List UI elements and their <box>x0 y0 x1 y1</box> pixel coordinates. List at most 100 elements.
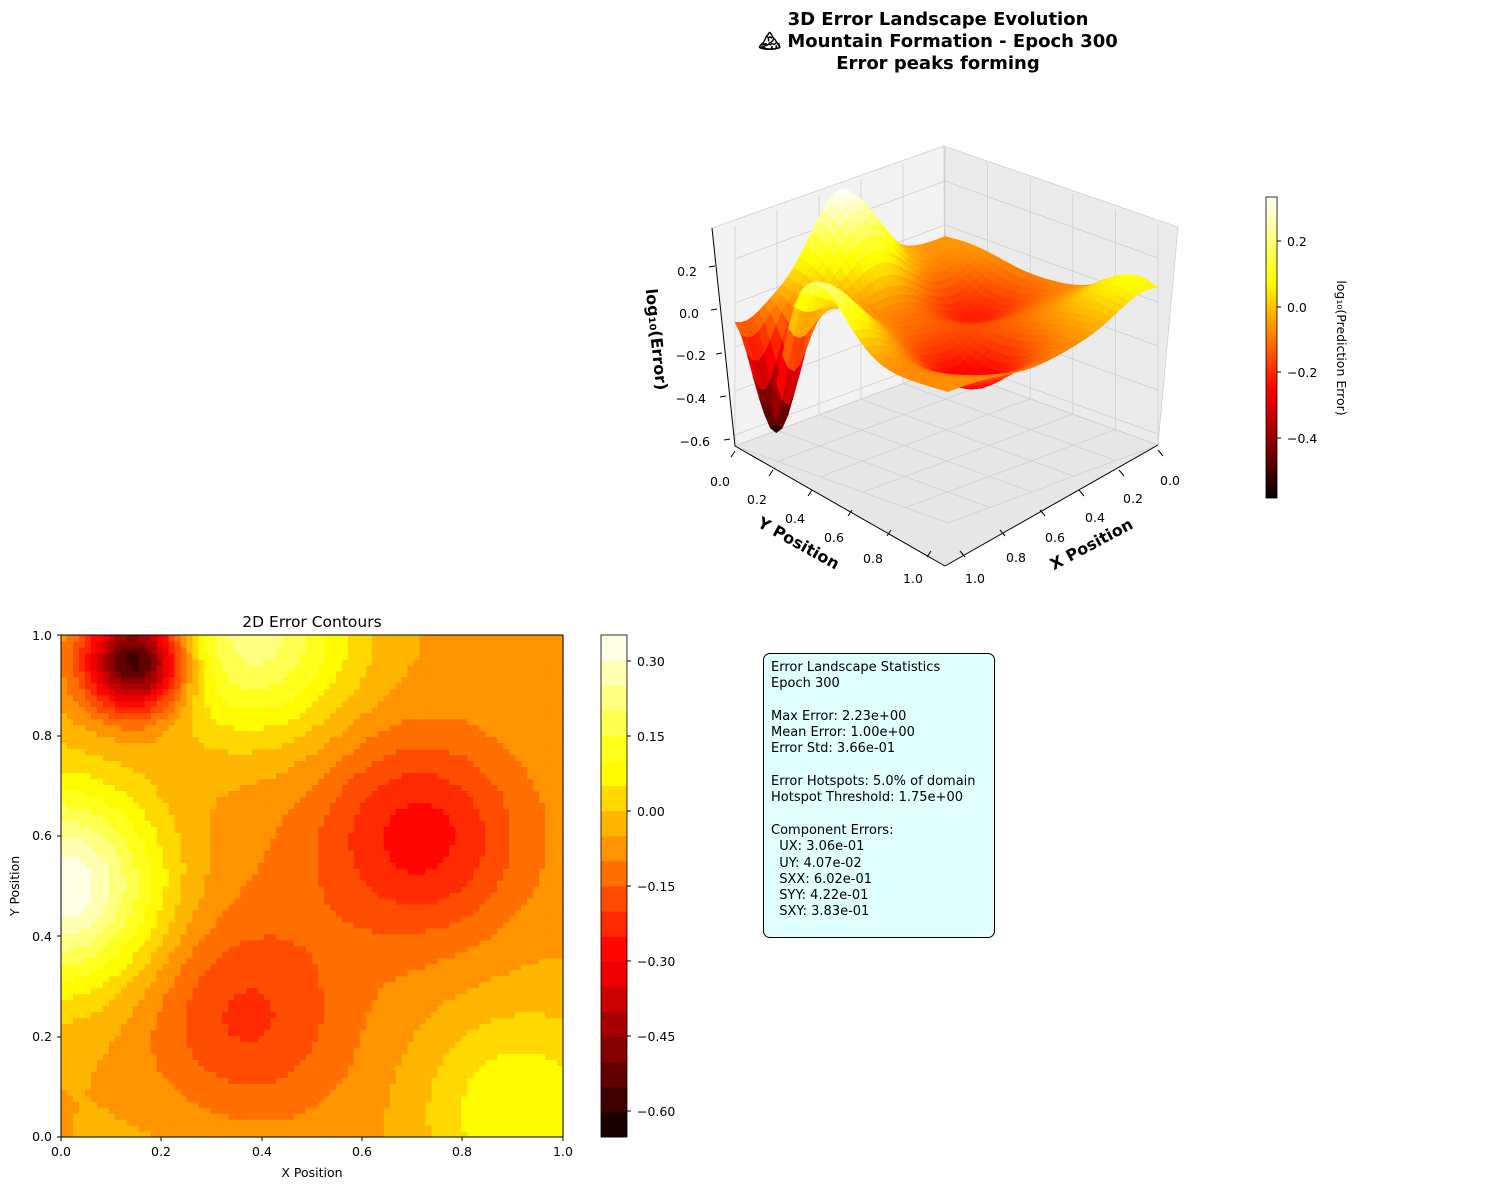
contour-cell <box>234 718 241 726</box>
contour-cell <box>90 694 98 702</box>
contour-cell <box>300 808 307 815</box>
contour-cell <box>234 939 241 947</box>
contour-cell <box>72 808 80 815</box>
contour-cell <box>258 856 265 863</box>
contour-cell <box>240 724 247 732</box>
contour-cell <box>276 658 283 666</box>
contour-cell <box>216 1065 223 1072</box>
contour-cell <box>198 640 206 648</box>
contour-cell <box>240 670 247 678</box>
contour-cell <box>144 748 152 756</box>
contour-cell <box>174 1107 182 1114</box>
contour-cell <box>270 1119 277 1126</box>
contour-cell <box>162 712 170 720</box>
contour-cell <box>61 921 68 929</box>
contour-cell <box>288 963 295 971</box>
contour-cell <box>234 1053 241 1060</box>
contour-cell <box>216 784 223 791</box>
contour-cell <box>102 951 110 959</box>
contour-cell <box>180 915 188 923</box>
contour-cell <box>300 993 307 1001</box>
contour-cell <box>61 939 68 947</box>
contour-cell <box>114 742 122 750</box>
contour-cell <box>294 635 301 642</box>
contour-cell <box>96 748 104 756</box>
contour-cell <box>84 891 92 899</box>
contour-cell <box>192 939 200 947</box>
contour-cell <box>306 1059 313 1066</box>
contour-cell <box>228 1119 235 1126</box>
contour-cell <box>96 1095 104 1102</box>
contour-cell <box>84 718 92 726</box>
contour-cell <box>240 778 247 786</box>
contour-cell <box>72 987 80 995</box>
contour-cell <box>222 1023 229 1031</box>
contour-cell <box>61 778 68 786</box>
contour-cell <box>66 844 74 851</box>
contour-cell <box>102 1047 110 1054</box>
contour-cell <box>61 754 68 762</box>
contour-cell <box>312 1029 319 1037</box>
contour-cell <box>282 891 289 899</box>
contour-cell <box>90 1071 98 1078</box>
contour-cell <box>317 1125 325 1132</box>
contour-cell <box>186 1089 194 1096</box>
contour-cell <box>78 742 86 750</box>
contour-cell <box>306 790 313 797</box>
contour-cell <box>240 1005 247 1013</box>
contour-cell <box>114 635 122 642</box>
contour-cell <box>240 646 247 654</box>
contour-cell <box>222 635 229 642</box>
contour-cell <box>306 694 313 702</box>
contour-cell <box>180 694 188 702</box>
contour-cell <box>186 1011 194 1019</box>
contour-cell <box>108 706 116 714</box>
contour-cell <box>156 1023 164 1031</box>
contour-cell <box>270 975 277 983</box>
contour-cell <box>180 939 188 947</box>
contour-cell <box>90 640 98 648</box>
contour-cell <box>90 909 98 917</box>
contour-cell <box>252 963 259 971</box>
contour-cell <box>144 700 152 708</box>
contour-cell <box>84 1047 92 1054</box>
contour-cell <box>270 844 277 851</box>
contour-cell <box>198 820 206 827</box>
contour-cell <box>180 1107 188 1114</box>
grid-line <box>776 430 991 508</box>
contour-cell <box>90 1089 98 1096</box>
contour-cell <box>114 909 122 917</box>
contour-cell <box>114 652 122 660</box>
contour-cell <box>120 1029 128 1037</box>
contour-cell <box>288 670 295 678</box>
contour-cell <box>192 766 200 774</box>
contour-cell <box>84 880 92 887</box>
contour-cell <box>120 670 128 678</box>
contour-cell <box>108 951 116 959</box>
contour-cell <box>204 820 212 827</box>
contour-cell <box>102 963 110 971</box>
contour-cell <box>120 688 128 696</box>
contour-cell <box>312 658 319 666</box>
contour-cell <box>294 700 301 708</box>
contour-cell <box>240 1119 247 1126</box>
contour-cell <box>294 1017 301 1025</box>
contour-cell <box>240 688 247 696</box>
contour-cell <box>120 820 128 827</box>
colorbar-tick-label: 0.0 <box>1287 300 1307 315</box>
contour-cell <box>306 886 313 893</box>
contour-cell <box>150 1059 158 1066</box>
contour-cell <box>168 796 176 803</box>
contour-cell <box>144 1095 152 1102</box>
contour-cell <box>72 933 80 941</box>
contour-cell <box>198 909 206 917</box>
contour-cell <box>294 1011 301 1019</box>
contour-cell <box>222 838 229 845</box>
contour-cell <box>276 706 283 714</box>
contour-cell <box>138 826 146 833</box>
contour-cell <box>108 915 116 923</box>
contour-cell <box>204 802 212 809</box>
contour-cell <box>228 724 235 732</box>
contour-cell <box>192 736 200 744</box>
contour-cell <box>108 1053 116 1060</box>
